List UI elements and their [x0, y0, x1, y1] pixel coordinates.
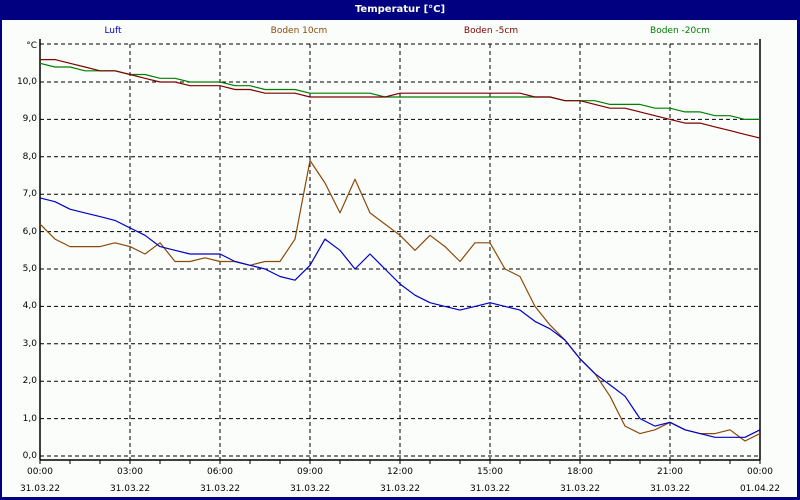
x-tick-time: 12:00: [387, 467, 413, 477]
x-tick-time: 03:00: [117, 467, 143, 477]
y-tick-label: 1,0: [22, 413, 37, 424]
x-tick-date: 31.03.22: [109, 484, 151, 494]
y-tick-label: 10,0: [16, 77, 37, 87]
y-tick-label: 4,0: [22, 301, 37, 312]
x-tick-time: 18:00: [567, 467, 593, 477]
x-tick-date: 31.03.22: [19, 484, 61, 494]
x-tick-time: 00:00: [747, 467, 773, 477]
y-tick-label: 0,0: [22, 451, 37, 461]
y-tick-label: 5,0: [22, 264, 37, 274]
x-tick-date: 31.03.22: [559, 484, 601, 494]
y-tick-label: 8,0: [22, 151, 37, 162]
x-tick-time: 15:00: [477, 467, 503, 477]
y-tick-label: 6,0: [22, 226, 37, 237]
x-tick-time: 00:00: [27, 467, 53, 477]
y-tick-label: 2,0: [22, 376, 37, 387]
x-tick-date: 31.03.22: [289, 484, 331, 494]
boden-minus20cm-series-line: [39, 62, 760, 121]
chart-title: Temperatur [°C]: [354, 4, 446, 15]
x-tick-time: 06:00: [207, 467, 233, 477]
x-tick-time: 21:00: [657, 467, 683, 477]
x-tick-date: 31.03.22: [379, 484, 421, 494]
y-tick-label: 9,0: [22, 114, 37, 125]
y-axis-unit: °C: [26, 41, 37, 51]
legend-item: Boden 10cm: [270, 26, 328, 36]
legend-item: Luft: [104, 26, 122, 36]
x-tick-date: 01.04.22: [739, 484, 781, 494]
legend-item: Boden -20cm: [650, 26, 710, 36]
x-tick-date: 31.03.22: [469, 484, 511, 494]
y-tick-label: 7,0: [22, 189, 37, 200]
legend-item: Boden -5cm: [463, 26, 519, 36]
x-tick-date: 31.03.22: [649, 484, 691, 494]
y-tick-label: 3,0: [22, 338, 37, 349]
boden-minus5cm-series-line: [40, 58, 761, 139]
x-tick-time: 09:00: [297, 467, 323, 477]
boden-10cm-series-line: [39, 159, 761, 442]
x-tick-date: 31.03.22: [199, 484, 241, 494]
luft-series-line: [39, 197, 761, 438]
